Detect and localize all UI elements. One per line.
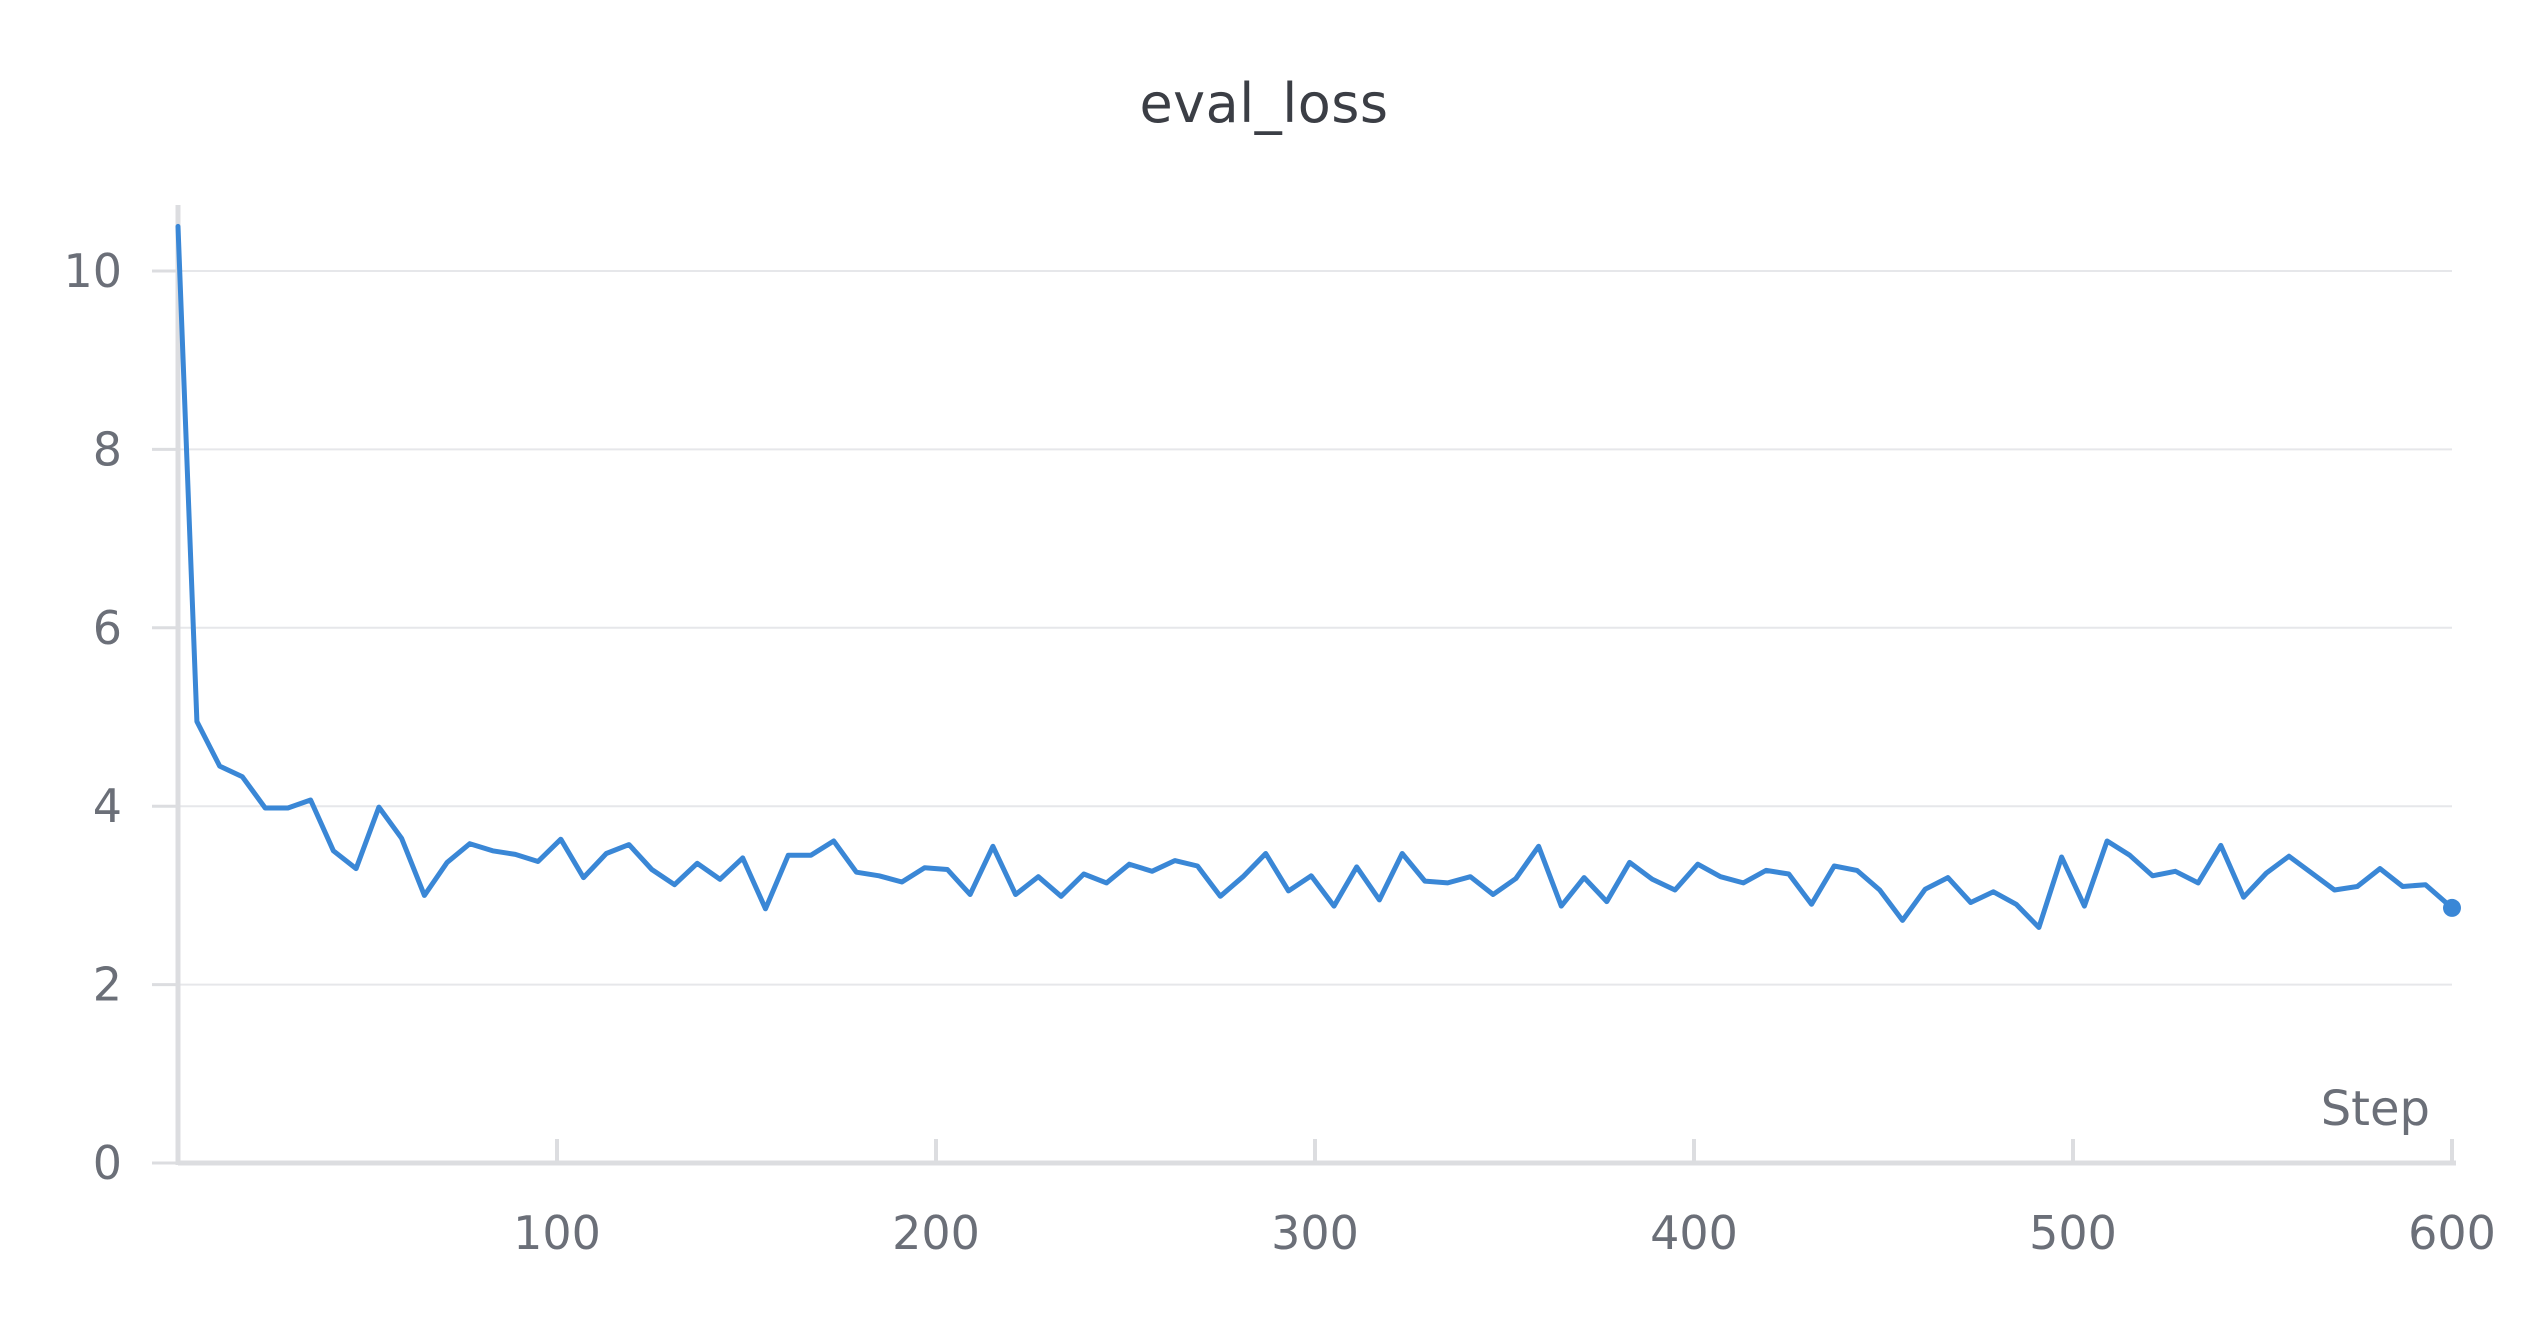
- x-tick-label: 600: [2408, 1206, 2496, 1260]
- grid-lines: [178, 270, 2452, 986]
- y-tick-label: 10: [63, 244, 122, 298]
- x-tick-label: 200: [892, 1206, 980, 1260]
- x-axis-title: Step: [2321, 1081, 2430, 1137]
- tick-labels: 0 2 4 6 8 10 100 200 300 400 500 600: [63, 244, 2495, 1260]
- y-tick-label: 2: [93, 958, 122, 1012]
- axes: [152, 205, 2456, 1166]
- x-tick-label: 300: [1271, 1206, 1359, 1260]
- x-tick-label: 500: [2029, 1206, 2117, 1260]
- series-layer: [175, 223, 2461, 930]
- series-end-point: [2443, 898, 2461, 917]
- y-tick-label: 4: [93, 779, 122, 833]
- x-tick-label: 100: [513, 1206, 601, 1260]
- y-tick-label: 6: [93, 601, 122, 655]
- series-line: [175, 223, 2455, 930]
- chart-title: eval_loss: [1139, 72, 1389, 135]
- y-tick-label: 0: [93, 1136, 122, 1190]
- x-tick-label: 400: [1650, 1206, 1738, 1260]
- y-tick-label: 8: [93, 422, 122, 476]
